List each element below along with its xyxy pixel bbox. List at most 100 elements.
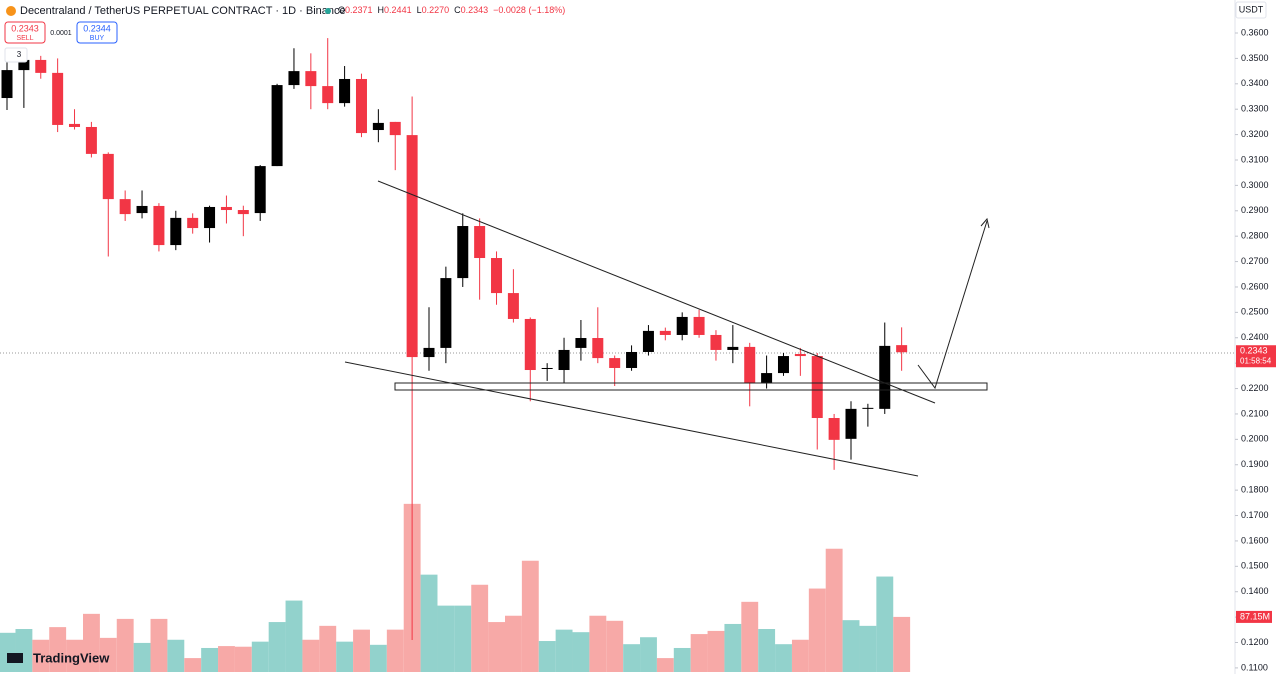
volume-label: 87.15M <box>1240 611 1270 621</box>
volume-bar <box>521 560 539 672</box>
volume-bar <box>825 548 843 672</box>
volume-bar <box>133 642 151 672</box>
candle-body <box>491 258 503 294</box>
brand-logo <box>7 653 23 663</box>
candle-body <box>35 59 47 73</box>
ohlc-value: 0.2441 <box>384 5 412 15</box>
candle-body <box>69 123 81 127</box>
y-tick-label: 0.2600 <box>1241 281 1269 291</box>
buy-button[interactable] <box>76 21 118 44</box>
y-tick-label: 0.2500 <box>1241 307 1269 317</box>
candle-body <box>372 122 384 131</box>
volume-bar <box>0 632 16 672</box>
brand: TradingView <box>33 650 110 665</box>
candle-body <box>1 70 13 99</box>
candle-layer <box>1 38 908 640</box>
candle-body <box>794 354 806 357</box>
currency: USDT <box>1239 4 1264 14</box>
y-tick-label: 0.2800 <box>1241 231 1269 241</box>
volume-bar <box>386 629 404 672</box>
volume-bar <box>420 574 438 672</box>
candle-body <box>355 78 367 134</box>
y-tick-label: 0.2900 <box>1241 205 1269 215</box>
candle-body <box>879 345 891 409</box>
volume-bar <box>251 641 269 672</box>
volume-bar <box>690 634 708 672</box>
arrow-head <box>980 217 990 229</box>
volume-bar <box>724 623 742 672</box>
volume-bar <box>49 627 67 672</box>
volume-bar <box>808 588 826 672</box>
volume-bar <box>234 646 252 672</box>
candle-body <box>642 330 654 352</box>
sell-price: 0.2343 <box>11 23 39 33</box>
volume-bar <box>167 639 185 672</box>
volume-bar <box>471 584 489 672</box>
y-tick-label: 0.1800 <box>1241 485 1269 495</box>
candle-body <box>389 121 401 136</box>
y-tick-label: 0.1700 <box>1241 510 1269 520</box>
candle-body <box>85 126 97 154</box>
symbol-title: Decentraland / TetherUS PERPETUAL CONTRA… <box>20 5 346 17</box>
countdown: 01:58:54 <box>1240 356 1272 365</box>
candle-body <box>727 346 739 350</box>
volume-bar <box>268 622 286 672</box>
currency-box[interactable] <box>1235 1 1267 19</box>
y-tick-label: 0.3000 <box>1241 180 1269 190</box>
indicator-toggle[interactable] <box>4 47 28 63</box>
volume-bar <box>285 600 303 672</box>
volume-bar <box>707 630 725 672</box>
volume-bar <box>319 625 337 672</box>
volume-bar <box>791 639 809 672</box>
volume-bar <box>336 641 354 672</box>
candle-body <box>187 217 199 229</box>
change: −0.0028 (−1.18%) <box>493 5 565 15</box>
volume-bar <box>302 639 320 672</box>
volume-bar <box>775 644 792 672</box>
candle-body <box>828 418 840 440</box>
candle-body <box>575 338 587 348</box>
candle-body <box>676 316 688 335</box>
candle-body <box>136 205 148 214</box>
volume-label-box <box>1236 610 1272 623</box>
volume-bar <box>555 629 573 672</box>
volume-bar <box>369 644 387 672</box>
support-zone <box>394 382 988 391</box>
volume-bar <box>116 618 134 672</box>
volume-bar <box>842 620 860 672</box>
volume-bar <box>437 605 455 672</box>
candle-body <box>609 358 621 368</box>
candle-body <box>761 373 773 383</box>
candle-body <box>119 199 131 215</box>
ohlc-header: O0.2371 H0.2441 L0.2270 C0.2343 −0.0028 (−1.… <box>338 5 565 15</box>
y-tick-label: 0.2100 <box>1241 408 1269 418</box>
volume-bar <box>673 647 691 672</box>
indicator-count: 3 <box>17 50 22 59</box>
y-tick-label: 0.1200 <box>1241 637 1269 647</box>
candle-body <box>339 78 351 104</box>
candle-body <box>592 338 604 359</box>
ohlc-value: 0.2343 <box>461 5 489 15</box>
candle-body <box>457 226 469 279</box>
volume-bar <box>184 658 202 672</box>
y-tick-label: 0.2200 <box>1241 383 1269 393</box>
volume-bar <box>454 605 472 672</box>
ohlc-key: L <box>417 5 422 15</box>
volume-bar <box>623 644 641 672</box>
volume-bar <box>66 639 83 672</box>
y-tick-label: 0.3200 <box>1241 129 1269 139</box>
volume-bar <box>741 601 759 672</box>
candle-body <box>626 351 638 368</box>
volume-bar <box>859 625 877 672</box>
candle-body <box>220 206 232 211</box>
last-price-box <box>1236 345 1276 368</box>
y-tick-label: 0.3600 <box>1241 27 1269 37</box>
candle-body <box>271 85 283 167</box>
sell-button[interactable] <box>4 21 46 44</box>
candle-body <box>237 210 249 215</box>
ohlc-value: 0.2270 <box>422 5 450 15</box>
candle-body <box>659 330 671 335</box>
ohlc-key: O <box>338 5 345 15</box>
candle-body <box>102 153 114 200</box>
